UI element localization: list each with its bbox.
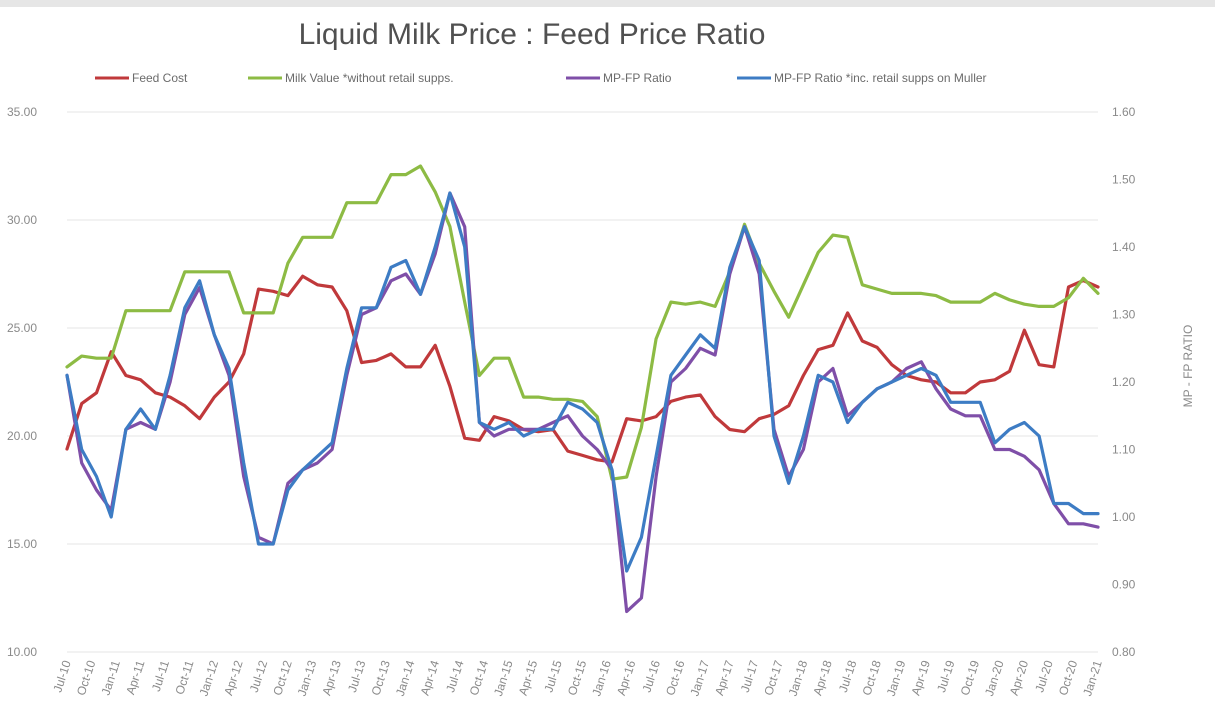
y-axis-right: 1.60 1.50 1.40 1.30 1.20 1.10 1.00 0.90 0.80 — [1112, 105, 1136, 659]
x-tick-label: Jan-14 — [393, 658, 418, 698]
x-tick-label: Apr-15 — [516, 658, 541, 697]
y2-tick-label: 1.20 — [1112, 375, 1136, 389]
x-tick-label: Jul-10 — [50, 658, 74, 694]
series-line-4 — [65, 191, 1100, 573]
y2-axis-title: MP - FP RATIO — [1181, 325, 1195, 408]
x-tick-label: Jan-20 — [982, 658, 1007, 698]
x-tick-label: Jan-15 — [491, 658, 516, 698]
y-tick-label: 30.00 — [7, 213, 37, 227]
x-tick-label: Apr-16 — [614, 658, 639, 697]
x-tick-label: Jan-21 — [1080, 658, 1105, 698]
legend-label: MP-FP Ratio — [603, 71, 672, 85]
y-tick-label: 35.00 — [7, 105, 37, 119]
x-tick-label: Oct-15 — [565, 658, 590, 697]
y-tick-label: 15.00 — [7, 537, 37, 551]
x-tick-label: Jul-15 — [541, 658, 565, 694]
x-tick-label: Oct-11 — [172, 658, 196, 696]
x-tick-label: Jan-18 — [786, 658, 811, 698]
x-tick-label: Jan-16 — [589, 658, 614, 698]
x-tick-label: Oct-19 — [958, 658, 983, 697]
x-tick-label: Jan-19 — [884, 658, 909, 698]
y2-tick-label: 0.90 — [1112, 578, 1136, 592]
y2-tick-label: 1.40 — [1112, 240, 1136, 254]
y2-tick-label: 1.00 — [1112, 510, 1136, 524]
x-tick-label: Apr-14 — [418, 658, 443, 697]
x-tick-label: Apr-17 — [712, 658, 737, 697]
x-tick-label: Oct-13 — [369, 658, 394, 697]
chart-title: Liquid Milk Price : Feed Price Ratio — [299, 18, 766, 51]
x-tick-label: Jul-13 — [345, 658, 369, 694]
x-tick-label: Jan-13 — [295, 658, 320, 698]
x-tick-label: Apr-19 — [909, 658, 934, 697]
top-bar — [0, 0, 1215, 7]
y-tick-label: 25.00 — [7, 321, 37, 335]
x-tick-label: Jan-17 — [687, 658, 712, 698]
x-tick-label: Oct-16 — [663, 658, 688, 697]
y2-tick-label: 1.10 — [1112, 443, 1136, 457]
y-tick-label: 10.00 — [7, 645, 37, 659]
x-tick-label: Apr-13 — [319, 658, 344, 697]
y2-tick-label: 1.60 — [1112, 105, 1136, 119]
x-tick-label: Oct-17 — [761, 658, 786, 697]
x-tick-label: Apr-11 — [123, 658, 147, 696]
legend: Feed Cost Milk Value *without retail supp… — [95, 71, 987, 85]
x-tick-label: Apr-20 — [1007, 658, 1032, 697]
legend-label: MP-FP Ratio *inc. retail supps on Muller — [774, 71, 987, 85]
y-axis-left: 35.00 30.00 25.00 20.00 15.00 10.00 — [7, 105, 37, 659]
x-tick-label: Oct-18 — [859, 658, 884, 697]
x-tick-label: Oct-20 — [1056, 658, 1081, 697]
x-tick-label: Jul-16 — [640, 658, 664, 694]
grid — [67, 111, 1098, 653]
x-tick-label: Oct-14 — [467, 658, 492, 697]
x-tick-label: Oct-10 — [74, 658, 99, 697]
x-tick-label: Apr-18 — [810, 658, 835, 697]
x-axis: Jul-10 Oct-10 Jan-11 Apr-11 Jul-11 Oct-11 Jan-… — [50, 658, 1105, 698]
x-tick-label: Jul-11 — [149, 658, 172, 693]
series-line-2 — [65, 164, 1100, 481]
x-tick-label: Jul-12 — [247, 658, 271, 694]
y2-tick-label: 0.80 — [1112, 645, 1136, 659]
y2-tick-label: 1.50 — [1112, 173, 1136, 187]
x-tick-label: Jul-17 — [738, 658, 762, 694]
legend-label: Milk Value *without retail supps. — [285, 71, 454, 85]
y2-tick-label: 1.30 — [1112, 308, 1136, 322]
x-tick-label: Jan-12 — [196, 658, 221, 698]
x-tick-label: Oct-12 — [270, 658, 295, 697]
x-tick-label: Jul-18 — [836, 658, 860, 694]
y-tick-label: 20.00 — [7, 429, 37, 443]
x-tick-label: Jul-14 — [443, 658, 467, 694]
series-lines — [65, 164, 1100, 614]
x-tick-label: Jul-19 — [934, 658, 958, 694]
x-tick-label: Jul-20 — [1032, 658, 1056, 694]
x-tick-label: Jan-11 — [99, 658, 123, 697]
series-line-1 — [65, 274, 1100, 464]
legend-label: Feed Cost — [132, 71, 188, 85]
x-tick-label: Apr-12 — [221, 658, 246, 697]
